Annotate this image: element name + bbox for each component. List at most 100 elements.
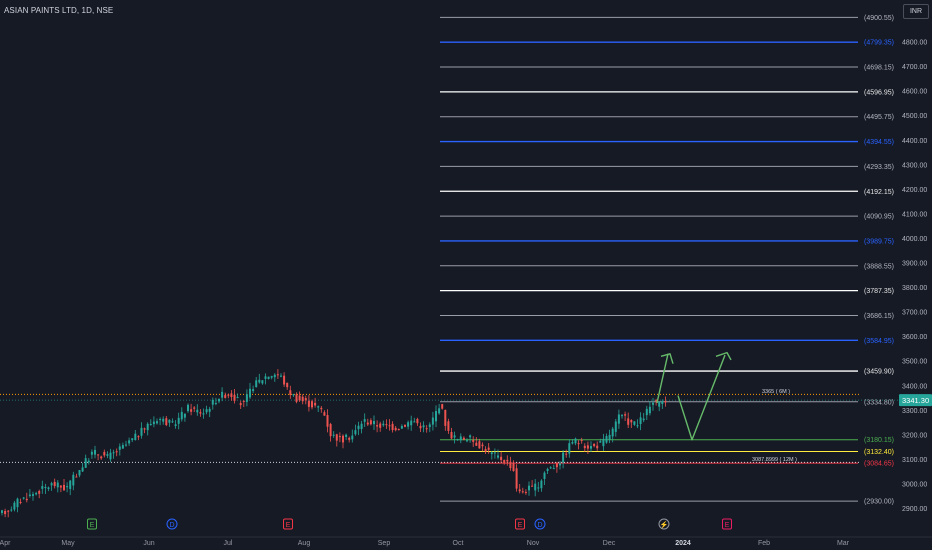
- event-marker-label: E: [518, 522, 523, 529]
- candle-body: [230, 393, 233, 397]
- candle-body: [605, 436, 608, 443]
- candle-body: [236, 397, 239, 399]
- candle-body: [425, 428, 428, 430]
- candle-body: [202, 413, 205, 415]
- candle-body: [400, 425, 403, 429]
- candle-body: [249, 388, 251, 398]
- candle-body: [518, 489, 521, 492]
- candle-body: [562, 452, 565, 463]
- candle-body: [146, 423, 149, 431]
- level-label: (4192.15): [864, 189, 894, 196]
- candle-body: [47, 487, 50, 489]
- projection-arrowhead: [660, 353, 674, 364]
- candle-body: [320, 407, 323, 410]
- candle-body: [25, 498, 28, 501]
- event-marker: [283, 518, 293, 530]
- candle-body: [521, 491, 524, 493]
- candle-body: [645, 408, 648, 416]
- candle-body: [168, 419, 171, 423]
- candle-body: [84, 458, 87, 468]
- x-tick-label: 2024: [675, 540, 691, 547]
- candle-body: [497, 455, 499, 458]
- candle-body: [512, 463, 515, 471]
- candle-body: [537, 487, 540, 489]
- candle-body: [72, 474, 75, 486]
- candle-body: [543, 472, 546, 479]
- candle-body: [469, 435, 472, 438]
- candle-body: [602, 438, 605, 447]
- candle-body: [267, 376, 270, 379]
- time-axis: Apr May Jun Jul Aug Sep Oct Nov Dec 2024 Feb Mar: [0, 536, 932, 547]
- candle-body: [580, 440, 583, 442]
- candle-body: [540, 480, 543, 489]
- candle-body: [487, 447, 490, 450]
- candle-body: [245, 394, 248, 402]
- candle-body: [292, 394, 295, 396]
- x-tick-label: Aug: [298, 540, 311, 547]
- level-label: (3888.55): [864, 263, 894, 270]
- candle-body: [335, 434, 338, 441]
- candle-body: [63, 484, 65, 491]
- y-tick-label: 3500.00: [902, 359, 927, 366]
- candle-body: [264, 376, 267, 379]
- y-tick-label: 3600.00: [902, 334, 927, 341]
- candle-body: [456, 439, 459, 441]
- candle-body: [382, 423, 385, 426]
- candle-body: [655, 400, 658, 402]
- candle-body: [617, 414, 620, 424]
- candle-body: [298, 395, 301, 401]
- currency-selector[interactable]: INR: [903, 4, 929, 19]
- candle-body: [109, 452, 112, 460]
- candle-body: [125, 444, 127, 446]
- candle-body: [376, 425, 379, 427]
- candle-body: [75, 476, 78, 478]
- candle-body: [311, 401, 313, 408]
- candle-body: [407, 422, 410, 427]
- candle-body: [1, 510, 3, 513]
- candle-body: [385, 424, 388, 426]
- candle-body: [156, 421, 158, 424]
- fibonacci-levels: (4900.55) (4799.35) (4698.15) (4596.95) (449…: [0, 15, 898, 506]
- candle-body: [44, 486, 47, 488]
- candle-body: [531, 485, 534, 487]
- y-tick-label: 4800.00: [902, 40, 927, 47]
- candle-body: [286, 382, 289, 388]
- candle-body: [388, 425, 391, 427]
- candle-body: [422, 425, 425, 428]
- y-tick-label: 3800.00: [902, 285, 927, 292]
- y-tick-label: 4400.00: [902, 138, 927, 145]
- candle-body: [59, 485, 62, 488]
- y-tick-label: 4100.00: [902, 211, 927, 218]
- y-tick-label: 4000.00: [902, 236, 927, 243]
- candle-body: [13, 502, 16, 510]
- candle-body: [273, 374, 276, 378]
- candle-body: [345, 434, 348, 437]
- candle-body: [431, 417, 434, 425]
- x-tick-label: Sep: [378, 540, 391, 547]
- candle-body: [342, 435, 344, 443]
- candle-body: [7, 510, 10, 512]
- candle-body: [19, 501, 22, 503]
- candle-body: [180, 411, 183, 420]
- candle-body: [568, 443, 571, 454]
- candle-body: [177, 417, 180, 424]
- level-label: (4293.35): [864, 164, 894, 171]
- candle-body: [214, 403, 217, 405]
- y-tick-label: 4600.00: [902, 89, 927, 96]
- candle-body: [410, 420, 413, 426]
- candle-body: [351, 435, 354, 440]
- event-marker: [722, 518, 732, 530]
- candle-body: [621, 415, 623, 417]
- candle-body: [187, 404, 189, 412]
- candle-body: [611, 428, 614, 437]
- candle-body: [183, 413, 186, 418]
- candle-body: [103, 451, 106, 456]
- candle-body: [81, 467, 84, 472]
- candle-body: [190, 409, 193, 412]
- candle-body: [624, 414, 627, 416]
- candle-body: [137, 436, 140, 438]
- projection-arrows: [656, 351, 732, 441]
- x-tick-label: Feb: [758, 540, 770, 547]
- candle-body: [115, 451, 118, 453]
